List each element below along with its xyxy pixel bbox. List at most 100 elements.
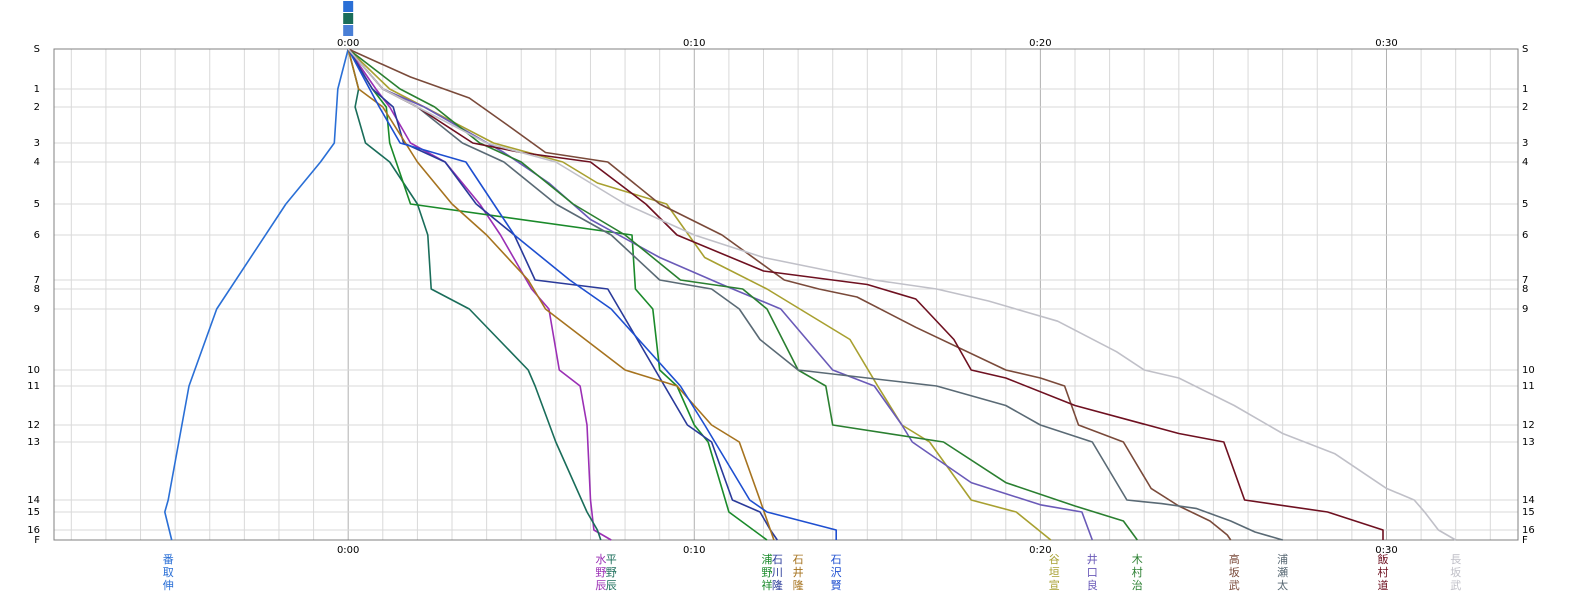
- y-tick-label-right: 16: [1522, 525, 1535, 536]
- y-tick-label-right: 10: [1522, 365, 1535, 376]
- y-tick-label-left: 4: [34, 157, 40, 168]
- runner-name-char: 長: [1450, 553, 1461, 566]
- plot-border: [53, 48, 1519, 541]
- y-tick-label-right: 12: [1522, 420, 1535, 431]
- y-tick-label-right: 1: [1522, 84, 1528, 95]
- runner-name-char: 井: [1087, 552, 1098, 566]
- y-tick-label-left: S: [34, 44, 40, 55]
- y-tick-label-left: 16: [27, 525, 40, 536]
- x-tick-label-bottom: 0:00: [337, 545, 359, 556]
- runner-name-char: 口: [1087, 566, 1098, 579]
- grid-layer: [53, 48, 1519, 541]
- y-tick-label-right: 13: [1522, 437, 1535, 448]
- runner-name-char: 沢: [831, 565, 842, 579]
- y-tick-label-left: 2: [34, 102, 40, 113]
- x-tick-label-top: 0:20: [1029, 38, 1051, 49]
- runner-name-char: 野: [595, 566, 606, 579]
- runner-name-char: 賢: [831, 579, 842, 592]
- y-tick-label-right: 3: [1522, 138, 1528, 149]
- y-tick-label-left: 7: [34, 275, 40, 286]
- runner-name-char: 飯: [1378, 552, 1389, 566]
- x-tick-label-bottom: 0:20: [1029, 545, 1051, 556]
- runner-name-char: 村: [1378, 565, 1389, 579]
- runner-name-char: 野: [761, 566, 772, 579]
- y-tick-label-left: 10: [27, 365, 40, 376]
- x-tick-label-top: 0:30: [1375, 38, 1397, 49]
- series-line-2: [347, 48, 602, 541]
- y-tick-label-right: 2: [1522, 102, 1528, 113]
- series-line-9: [347, 48, 1138, 541]
- runner-name-char: 川: [772, 566, 783, 579]
- runner-name-char: 石: [831, 553, 842, 566]
- runner-name-char: 木: [1132, 553, 1143, 566]
- runner-name-char: 道: [1378, 578, 1389, 592]
- y-tick-label-right: 15: [1522, 507, 1535, 518]
- runner-name-char: 井: [793, 565, 804, 579]
- runner-name-char: 武: [1229, 579, 1240, 592]
- y-tick-label-left: 14: [27, 495, 40, 506]
- runner-name-char: 隆: [793, 578, 804, 592]
- start-marker-block: [343, 13, 354, 24]
- series-line-6: [347, 48, 838, 540]
- runner-name-char: 辰: [595, 579, 606, 592]
- runner-name-char: 水: [595, 553, 606, 566]
- runner-name-char: 太: [1277, 579, 1288, 592]
- y-tick-label-right: 9: [1522, 304, 1528, 315]
- x-tick-label-top: 0:00: [337, 38, 359, 49]
- x-tick-label-top: 0:10: [683, 38, 705, 49]
- series-line-12: [347, 48, 1384, 540]
- series-line-13: [347, 48, 1457, 541]
- runner-name-char: 隆: [772, 578, 783, 592]
- start-marker-block: [343, 1, 354, 12]
- y-tick-label-right: F: [1522, 535, 1528, 546]
- runner-name-char: 石: [772, 553, 783, 566]
- x-tick-label-bottom: 0:10: [683, 545, 705, 556]
- x-tick-label-bottom: 0:30: [1375, 545, 1397, 556]
- y-tick-label-left: 12: [27, 420, 40, 431]
- runner-name-char: 祥: [761, 578, 772, 592]
- runner-name-char: 治: [1132, 578, 1143, 592]
- y-tick-label-left: 15: [27, 507, 40, 518]
- runner-name-char: 石: [793, 553, 804, 566]
- y-tick-label-left: 8: [34, 284, 40, 295]
- series-line-0: [164, 48, 349, 541]
- runner-name-char: 野: [606, 566, 617, 579]
- start-marker-block: [343, 25, 354, 36]
- y-tick-label-right: 6: [1522, 230, 1528, 241]
- runner-name-char: 坂: [1450, 566, 1461, 579]
- runner-name-char: 取: [163, 566, 174, 579]
- y-tick-label-right: 7: [1522, 275, 1528, 286]
- y-tick-label-right: 14: [1522, 495, 1535, 506]
- y-tick-label-left: 13: [27, 437, 40, 448]
- y-tick-label-right: S: [1522, 44, 1528, 55]
- runner-name-char: 良: [1087, 578, 1098, 592]
- series-line-7: [347, 48, 1052, 541]
- runner-name-char: 浦: [761, 553, 772, 566]
- runner-name-char: 谷: [1049, 553, 1060, 566]
- runner-name-char: 垣: [1049, 566, 1060, 579]
- y-tick-label-right: 8: [1522, 284, 1528, 295]
- runner-name-char: 辰: [606, 579, 617, 592]
- y-tick-label-left: 11: [27, 381, 40, 392]
- series-line-5: [347, 48, 775, 541]
- label-layer: 番取伸水野辰平野辰浦野祥石川隆石井隆石沢賢谷垣宣井口良木村治高坂武浦瀬太飯村道長…: [163, 552, 1461, 592]
- y-tick-label-left: F: [34, 535, 40, 546]
- series-line-11: [347, 48, 1283, 541]
- y-tick-label-left: 6: [34, 230, 40, 241]
- runner-name-char: 坂: [1229, 566, 1240, 579]
- y-tick-label-right: 5: [1522, 199, 1528, 210]
- runner-name-char: 瀬: [1277, 565, 1288, 579]
- y-tick-label-left: 1: [34, 84, 40, 95]
- runner-name-char: 武: [1450, 579, 1461, 592]
- series-layer: [164, 48, 1457, 541]
- y-tick-label-right: 4: [1522, 157, 1528, 168]
- y-tick-label-right: 11: [1522, 381, 1535, 392]
- runner-name-char: 伸: [163, 579, 174, 592]
- runner-name-char: 浦: [1277, 553, 1288, 566]
- y-tick-label-left: 3: [34, 138, 40, 149]
- y-tick-label-left: 5: [34, 199, 40, 210]
- series-line-4: [347, 48, 778, 541]
